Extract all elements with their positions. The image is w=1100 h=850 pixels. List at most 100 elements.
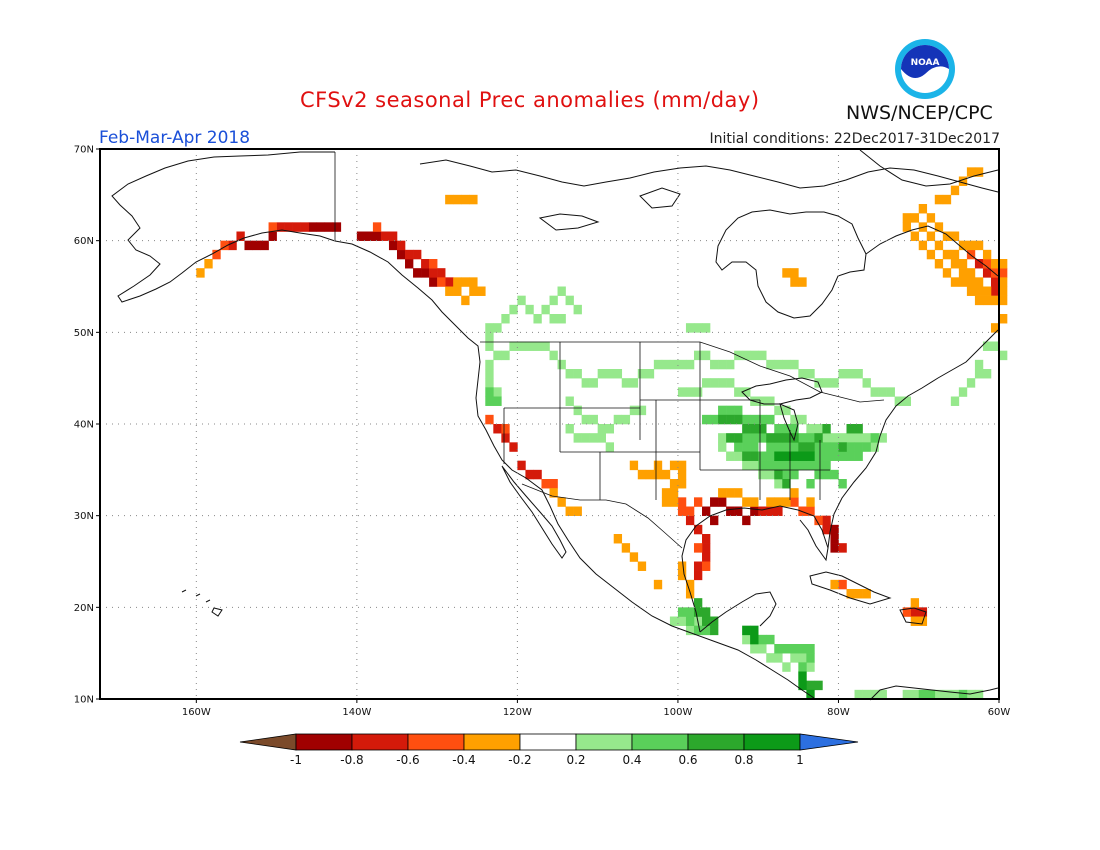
anomaly-cell <box>597 424 606 434</box>
anomaly-cell <box>549 488 558 498</box>
anomaly-cell <box>806 460 815 471</box>
lat-tick-label: 50N <box>74 328 94 339</box>
anomaly-cell <box>573 506 582 516</box>
anomaly-cell <box>236 231 245 241</box>
anomaly-cell <box>854 442 863 452</box>
anomaly-cell <box>734 387 743 397</box>
anomaly-cell <box>453 194 462 205</box>
anomaly-cell <box>798 460 807 471</box>
south-america-coast <box>869 685 999 701</box>
anomaly-cell <box>766 396 775 406</box>
anomaly-cell <box>669 460 679 471</box>
anomaly-cell <box>372 222 382 232</box>
anomaly-cell <box>726 506 735 516</box>
anomaly-cell <box>702 534 711 544</box>
anomaly-cell <box>854 433 863 443</box>
anomaly-cell <box>405 259 414 269</box>
anomaly-cell <box>693 561 703 571</box>
anomaly-cell <box>974 277 984 287</box>
anomaly-cell <box>549 350 558 361</box>
anomaly-cell <box>742 515 751 526</box>
anomaly-cell <box>798 442 807 452</box>
alaska-coast <box>111 151 336 303</box>
anomaly-cell <box>926 689 936 700</box>
anomaly-cell <box>990 259 1000 269</box>
anomaly-cell <box>485 396 494 406</box>
anomaly-cell <box>702 552 711 562</box>
anomaly-cell <box>750 442 759 452</box>
anomaly-cell <box>196 268 205 278</box>
anomaly-cell <box>894 396 903 406</box>
anomaly-cell <box>509 442 518 452</box>
lat-tick-label: 30N <box>74 511 94 522</box>
anomaly-cell <box>934 259 944 269</box>
anomaly-cell <box>782 460 791 471</box>
anomaly-cell <box>950 689 960 700</box>
lake-michigan <box>779 403 799 442</box>
anomaly-cell <box>637 561 647 571</box>
anomaly-cell <box>702 543 711 553</box>
anomaly-cell <box>565 506 574 516</box>
colorbar-swatch <box>575 733 633 751</box>
anomaly-cell <box>838 479 847 489</box>
anomaly-cell <box>718 488 727 498</box>
anomaly-cell <box>966 277 976 287</box>
anomaly-cell <box>750 424 759 434</box>
anomaly-cell <box>669 497 679 507</box>
lat-tick-label: 60N <box>74 236 94 247</box>
anomaly-cell <box>782 424 791 434</box>
anomaly-cell <box>685 323 695 333</box>
anomaly-cell <box>798 680 807 691</box>
anomaly-cell <box>814 515 823 526</box>
anomaly-cell <box>581 378 590 388</box>
colorbar-end-low <box>239 733 297 751</box>
anomaly-cell <box>742 497 751 507</box>
anomaly-cell <box>774 451 783 461</box>
anomaly-cell <box>718 433 727 443</box>
anomaly-cell <box>822 433 831 443</box>
anomaly-cell <box>830 433 839 443</box>
anomaly-cell <box>485 323 494 333</box>
anomaly-cell <box>974 286 984 296</box>
anomaly-cell <box>437 277 446 287</box>
anomaly-cell <box>469 194 478 205</box>
anomaly-cell <box>910 213 920 223</box>
anomaly-cell <box>966 240 976 251</box>
anomaly-cell <box>950 231 960 241</box>
anomaly-cell <box>798 414 807 425</box>
anomaly-cell <box>798 369 807 379</box>
anomaly-cell <box>549 314 558 324</box>
anomaly-cell <box>878 689 887 700</box>
anomaly-cell <box>926 213 936 223</box>
anomaly-cell <box>999 268 1008 278</box>
anomaly-cell <box>693 625 703 636</box>
anomaly-cell <box>870 433 879 443</box>
anomaly-cell <box>774 442 783 452</box>
anomaly-cell <box>501 433 510 443</box>
anomaly-cell <box>685 579 695 590</box>
anomaly-cell <box>726 378 735 388</box>
anomaly-cell <box>718 497 727 507</box>
anomaly-cell <box>902 213 912 223</box>
anomaly-cell <box>613 534 623 544</box>
colorbar-swatch <box>687 733 745 751</box>
anomaly-cell <box>493 323 502 333</box>
anomaly-cell <box>421 268 430 278</box>
anomaly-cell <box>966 689 976 700</box>
anomaly-cell <box>605 369 615 379</box>
anomaly-cell <box>798 277 807 287</box>
anomaly-cell <box>750 433 759 443</box>
anomaly-cell <box>958 268 968 278</box>
anomaly-cell <box>702 616 711 626</box>
anomaly-cell <box>268 231 277 241</box>
anomaly-cell <box>677 506 687 516</box>
anomaly-cell <box>549 295 558 306</box>
anomaly-cell <box>429 268 438 278</box>
anomaly-cell <box>734 488 743 498</box>
anomaly-cell <box>830 579 839 590</box>
anomaly-cell <box>565 369 574 379</box>
anomaly-cell <box>806 689 815 700</box>
anomaly-cell <box>557 314 566 324</box>
anomaly-cell <box>734 433 743 443</box>
anomaly-cell <box>822 460 831 471</box>
